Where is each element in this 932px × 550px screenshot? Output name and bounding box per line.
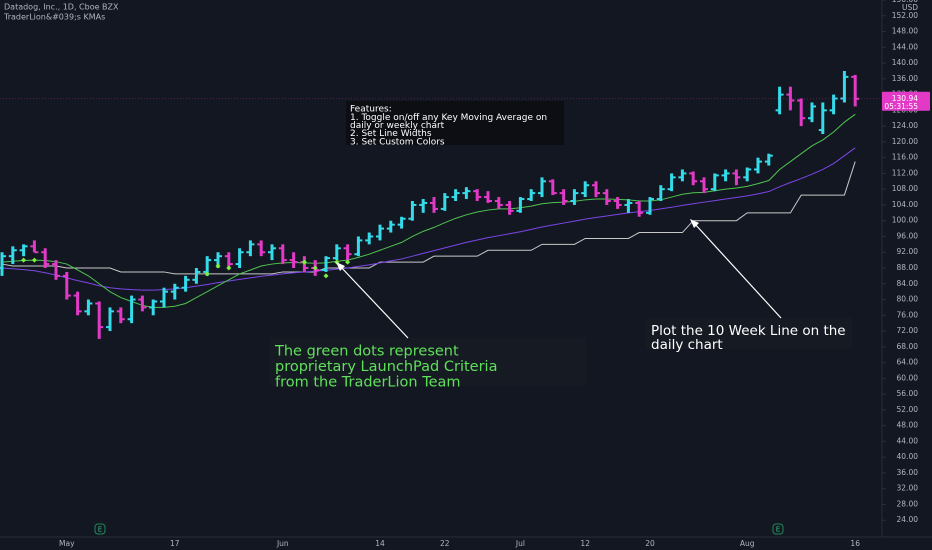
y-tick-label: 116.00 <box>892 153 918 162</box>
x-tick-label: 22 <box>440 539 450 548</box>
earnings-label: E <box>776 526 780 534</box>
y-tick-label: 124.00 <box>892 121 918 130</box>
y-tick-label: 72.00 <box>897 326 919 335</box>
y-tick-label: 80.00 <box>897 295 919 304</box>
last-price-label: 130.94 <box>892 94 918 103</box>
y-tick-label: 56.00 <box>897 389 919 398</box>
y-tick-label: 76.00 <box>897 310 919 319</box>
launchpad-dot <box>215 263 221 269</box>
moving-average-line <box>1 161 856 275</box>
y-tick-label: 112.00 <box>892 168 918 177</box>
y-tick-label: 32.00 <box>897 484 919 493</box>
annotation-text: from the TraderLion Team <box>275 374 461 390</box>
y-tick-label: 104.00 <box>892 200 918 209</box>
arrows <box>336 219 782 339</box>
y-tick-label: 148.00 <box>892 27 918 36</box>
indicator-name: TraderLion&#039;s KMAs <box>3 13 105 22</box>
y-tick-label: 136.00 <box>892 74 918 83</box>
y-tick-label: 100.00 <box>892 216 918 225</box>
x-tick-label: 14 <box>375 539 385 548</box>
annotation-box <box>646 318 852 349</box>
annotation-text: Features: <box>350 105 392 115</box>
y-tick-label: 68.00 <box>897 342 919 351</box>
x-tick-label: Jun <box>276 539 289 548</box>
y-tick-label: 120.00 <box>892 137 918 146</box>
y-tick-label: 60.00 <box>897 373 919 382</box>
launchpad-dot <box>312 265 318 271</box>
annotation-text: 2. Set Line Widths <box>350 129 432 139</box>
annotation-box <box>346 101 564 145</box>
y-tick-label: 140.00 <box>892 58 918 67</box>
moving-average-line <box>1 147 856 291</box>
x-tick-label: May <box>59 539 75 548</box>
y-tick-label: 52.00 <box>897 405 919 414</box>
x-tick-label: 17 <box>170 539 180 548</box>
y-tick-label: 48.00 <box>897 421 919 430</box>
launchpad-dot <box>204 271 210 277</box>
x-tick-label: Jul <box>515 539 525 548</box>
x-tick-label: 16 <box>850 539 860 548</box>
y-tick-label: 96.00 <box>897 231 919 240</box>
y-tick-label: 36.00 <box>897 468 919 477</box>
earnings-icon <box>94 523 106 535</box>
chart-title: Datadog, Inc., 1D, Cboe BZX <box>4 3 119 12</box>
y-tick-label: 88.00 <box>897 263 919 272</box>
earnings-label: E <box>98 526 102 534</box>
y-tick-label: 92.00 <box>897 247 919 256</box>
arrow-head <box>690 219 699 228</box>
annotation-text: Plot the 10 Week Line on the <box>651 323 846 339</box>
y-tick-label: 108.00 <box>892 184 918 193</box>
launchpad-dot <box>31 257 37 263</box>
launchpad-dot <box>323 273 329 279</box>
y-tick-label: 24.00 <box>897 515 919 524</box>
annotation-text: The green dots represent <box>274 344 459 360</box>
annotation-text: 1. Toggle on/off any Key Moving Average … <box>350 113 547 123</box>
annotation-text: proprietary LaunchPad Criteria <box>275 359 497 375</box>
y-tick-label: 44.00 <box>897 436 919 445</box>
moving-average-line <box>1 113 856 308</box>
x-tick-label: 12 <box>580 539 590 548</box>
y-tick-label: 64.00 <box>897 358 919 367</box>
annotation-text: daily or weekly chart <box>350 121 445 131</box>
annotation-text: daily chart <box>651 337 723 353</box>
last-price-box <box>882 91 930 111</box>
annotation-text: 3. Set Custom Colors <box>350 137 445 147</box>
launchpad-dot <box>226 265 232 271</box>
earnings-icon <box>772 523 784 535</box>
launchpad-dot <box>345 259 351 265</box>
arrow-head <box>336 262 345 271</box>
x-tick-label: Aug <box>740 539 755 548</box>
y-tick-label: 40.00 <box>897 452 919 461</box>
arrow <box>693 222 782 319</box>
launchpad-dot <box>21 257 27 263</box>
annotation-box <box>270 338 586 386</box>
y-tick-label: 144.00 <box>892 42 918 51</box>
y-tick-label: 156.00 <box>892 0 918 4</box>
x-tick-label: 20 <box>645 539 655 548</box>
y-tick-label: 28.00 <box>897 499 919 508</box>
y-tick-label: 84.00 <box>897 279 919 288</box>
launchpad-dot <box>301 259 307 265</box>
arrow <box>339 265 409 339</box>
currency: USD <box>902 3 918 12</box>
countdown-label: 05:31:55 <box>884 102 918 111</box>
y-tick-label: 152.00 <box>892 11 918 20</box>
